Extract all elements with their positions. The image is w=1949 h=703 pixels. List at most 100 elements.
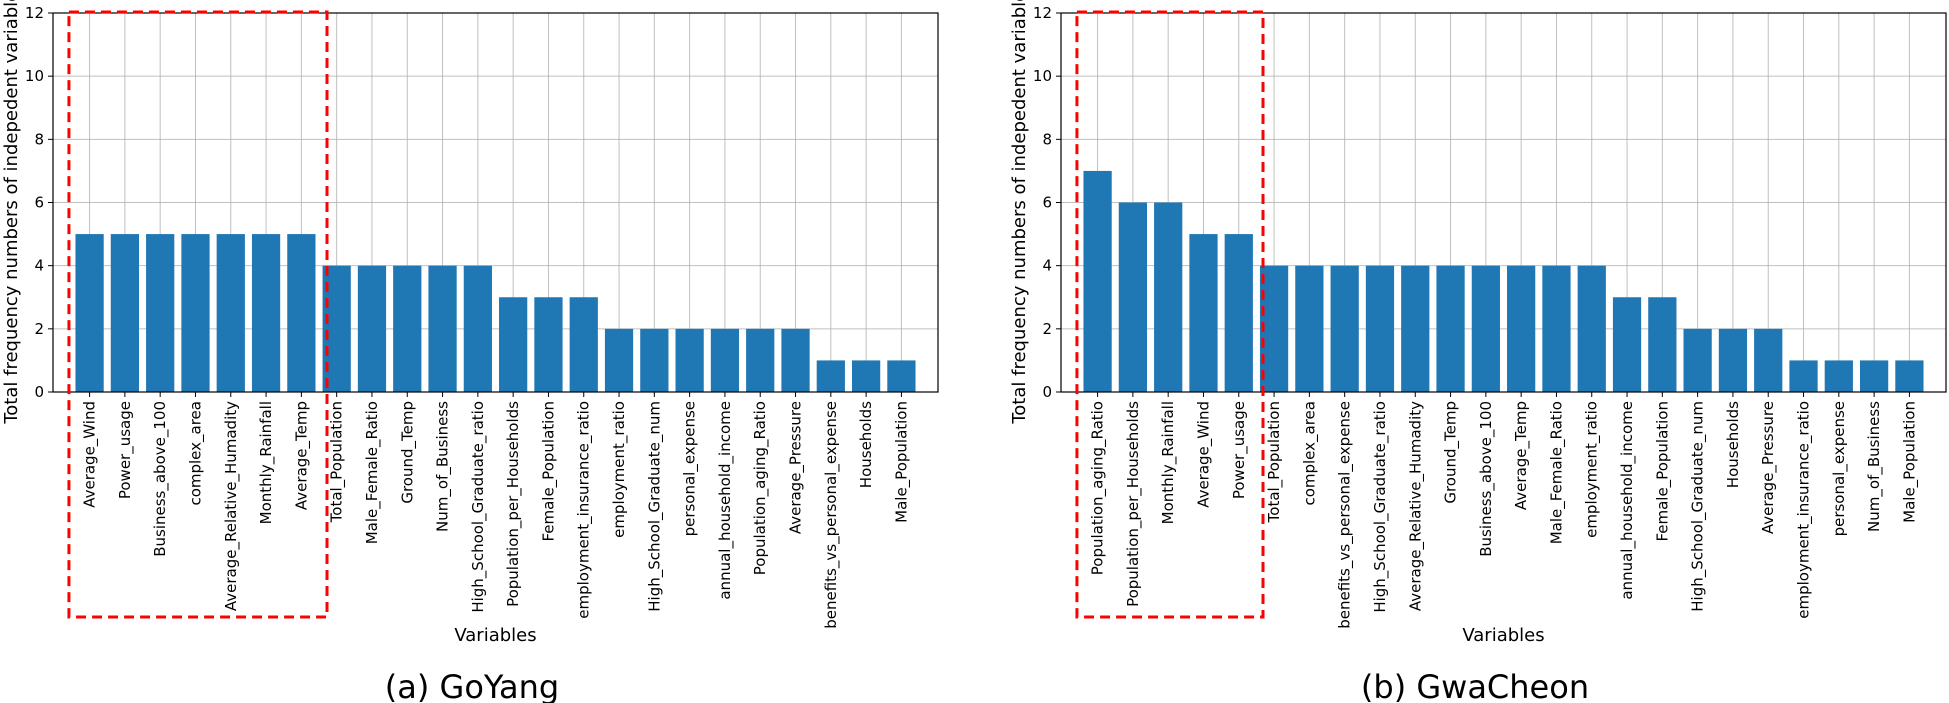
x-tick-label: annual_household_income xyxy=(716,401,735,600)
y-axis-label: Total frequency numbers of indepedent va… xyxy=(1,0,22,425)
x-tick-label: Average_Relative_Humadity xyxy=(222,401,241,611)
x-tick-label: benefits_vs_personal_expense xyxy=(822,401,841,629)
bar xyxy=(1330,265,1359,392)
bar xyxy=(357,265,387,392)
x-tick-label: Male_Population xyxy=(892,401,911,523)
x-tick-label: complex_area xyxy=(186,401,205,506)
bar xyxy=(110,234,140,392)
highlight-box xyxy=(67,10,329,619)
x-tick-label: Average_Temp xyxy=(292,401,311,510)
y-tick-label: 10 xyxy=(1033,67,1052,85)
y-tick-label: 10 xyxy=(25,67,44,85)
bar xyxy=(710,328,740,392)
bar xyxy=(181,234,210,392)
bar xyxy=(75,234,104,392)
bar xyxy=(1189,234,1218,392)
x-tick-label: Households xyxy=(1724,401,1742,488)
axes-frame xyxy=(1060,12,1947,393)
bar xyxy=(216,234,245,392)
bar xyxy=(1859,360,1889,392)
bar xyxy=(1542,265,1571,392)
bar xyxy=(604,328,634,392)
bar xyxy=(1612,297,1642,392)
x-axis-label: Variables xyxy=(454,625,536,646)
x-tick-label: personal_expense xyxy=(1830,401,1849,536)
x-tick-label: employment_ratio xyxy=(1583,401,1602,538)
bar xyxy=(1718,328,1748,392)
x-tick-label: Female_Population xyxy=(1653,401,1672,542)
x-tick-label: Ground_Temp xyxy=(1442,401,1461,504)
y-tick-label: 0 xyxy=(34,383,44,401)
bar xyxy=(534,297,563,392)
x-tick-label: Num_of_Business xyxy=(1865,401,1884,532)
x-tick-label: Average_Wind xyxy=(1194,401,1213,508)
bar xyxy=(781,328,810,392)
x-tick-label: benefits_vs_personal_expense xyxy=(1336,401,1355,629)
x-tick-label: Monthly_Rainfall xyxy=(257,401,276,524)
bar xyxy=(746,328,775,392)
x-tick-label: Business_above_100 xyxy=(1477,401,1496,557)
bar xyxy=(1259,265,1289,392)
x-tick-label: Population_aging_Ratio xyxy=(1089,401,1108,575)
x-tick-label: employment_ratio xyxy=(610,401,629,538)
x-tick-label: Population_per_Households xyxy=(1124,401,1143,607)
x-tick-label: Ground_Temp xyxy=(398,401,417,504)
y-tick-label: 0 xyxy=(1042,383,1052,401)
x-tick-label: Total_Population xyxy=(328,401,347,523)
y-tick-label: 2 xyxy=(34,320,44,338)
bar xyxy=(1436,265,1465,392)
x-tick-label: annual_household_income xyxy=(1618,401,1637,600)
bar xyxy=(1648,297,1677,392)
bar xyxy=(816,360,845,392)
bar xyxy=(640,328,669,392)
bar xyxy=(1471,265,1500,392)
x-tick-label: personal_expense xyxy=(681,401,700,536)
x-tick-label: employment_insurance_ratio xyxy=(575,401,594,619)
bar xyxy=(1083,170,1112,392)
y-tick-label: 8 xyxy=(1042,130,1052,148)
y-axis-label: Total frequency numbers of indepedent va… xyxy=(1009,0,1030,425)
bar xyxy=(675,328,704,392)
panel-caption: (b) GwaCheon xyxy=(1361,668,1589,703)
x-tick-label: High_School_Graduate_num xyxy=(1689,401,1708,612)
y-tick-label: 6 xyxy=(1042,194,1052,212)
y-tick-label: 4 xyxy=(34,257,44,275)
bar xyxy=(146,234,175,392)
x-tick-label: Num_of_Business xyxy=(434,401,453,532)
x-tick-label: Business_above_100 xyxy=(151,401,170,557)
panel-gwacheon: 0 2 4 6 8 10 12 Population_aging_Ratio Populatio… xyxy=(1009,0,1947,703)
x-tick-label: Power_usage xyxy=(1230,401,1249,499)
x-tick-label: Male_Population xyxy=(1900,401,1919,523)
y-tick-label: 12 xyxy=(25,4,44,22)
x-tick-label: Total_Population xyxy=(1265,401,1284,523)
x-tick-label: Households xyxy=(857,401,875,488)
bar xyxy=(1789,360,1818,392)
bar xyxy=(1507,265,1536,392)
bar xyxy=(569,297,598,392)
bar xyxy=(428,265,457,392)
bar xyxy=(851,360,881,392)
x-tick-label: Population_aging_Ratio xyxy=(751,401,770,575)
bar xyxy=(1118,202,1148,392)
x-tick-label: Male_Female_Ratio xyxy=(363,401,382,544)
y-tick-label: 6 xyxy=(34,194,44,212)
x-tick-label: Average_Relative_Humadity xyxy=(1406,401,1425,611)
x-tick-label: Monthly_Rainfall xyxy=(1159,401,1178,524)
axes-frame xyxy=(52,12,939,393)
bar xyxy=(393,265,422,392)
bar xyxy=(1824,360,1853,392)
bar xyxy=(499,297,528,392)
y-tick-label: 12 xyxy=(1033,4,1052,22)
bar xyxy=(287,234,316,392)
bar xyxy=(251,234,281,392)
x-tick-label: complex_area xyxy=(1300,401,1319,506)
bar xyxy=(1365,265,1395,392)
x-tick-label: Average_Pressure xyxy=(787,401,806,534)
bar xyxy=(1577,265,1606,392)
bar xyxy=(1295,265,1324,392)
x-tick-label: High_School_Graduate_ratio xyxy=(1371,401,1390,613)
x-tick-label: Population_per_Households xyxy=(504,401,523,607)
x-tick-label: Average_Temp xyxy=(1512,401,1531,510)
y-tick-label: 8 xyxy=(34,130,44,148)
